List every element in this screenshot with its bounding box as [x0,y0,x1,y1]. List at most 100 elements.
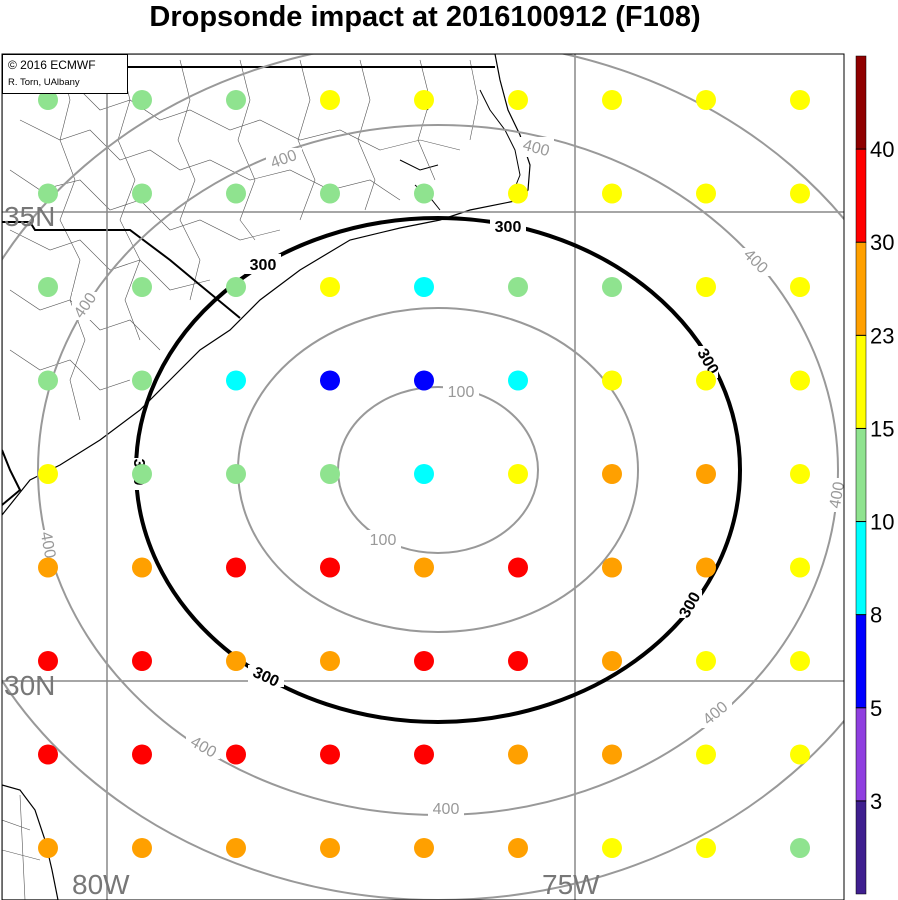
dropsonde-point [602,90,622,110]
credit-copyright: © 2016 ECMWF [8,58,96,72]
contour-label-400-left: 400 [37,530,58,559]
dropsonde-point [226,651,246,671]
dropsonde-point [320,370,340,391]
dropsonde-point [414,277,434,297]
dropsonde-point [508,183,528,204]
dropsonde-point [38,744,58,765]
lat-label-30n: 30N [4,670,55,701]
contour-label-400-bottom: 400 [433,801,460,818]
lon-label-75w: 75W [542,869,600,900]
credit-box: © 2016 ECMWF R. Torn, UAlbany [2,54,128,94]
dropsonde-point [790,744,810,765]
credit-author: R. Torn, UAlbany [8,77,80,88]
dropsonde-point [602,744,622,765]
dropsonde-point [508,838,528,858]
colorbar-label: 3 [870,789,882,814]
dropsonde-point [508,464,528,484]
dropsonde-point [790,183,810,204]
contour-label-100-top: 100 [448,384,475,401]
colorbar-label: 23 [870,323,894,348]
dropsonde-point [790,464,810,484]
dropsonde-point [132,277,152,297]
colorbar-segment [855,241,867,336]
dropsonde-point [132,370,152,391]
dropsonde-point [414,183,434,204]
dropsonde-point [414,464,434,484]
dropsonde-point [38,838,58,858]
map-title: Dropsonde impact at 2016100912 (F108) [149,1,701,33]
colorbar-segment [855,614,867,709]
dropsonde-point [696,183,716,204]
colorbar-segment [855,55,867,150]
dropsonde-point [414,744,434,765]
dropsonde-point [696,370,716,391]
dropsonde-point [132,744,152,765]
dropsonde-point [602,370,622,391]
dropsonde-point [790,557,810,578]
contour-label-400-right: 400 [827,480,848,509]
colorbar-segment [855,148,867,243]
dropsonde-point [132,464,152,484]
colorbar-label: 10 [870,510,894,535]
dropsonde-point [414,90,434,110]
dropsonde-point [602,464,622,484]
dropsonde-point [226,277,246,297]
contour-label-100-bottom: 100 [370,532,397,549]
dropsonde-point [38,183,58,204]
dropsonde-point [790,651,810,671]
dropsonde-point [320,90,340,110]
colorbar-label: 5 [870,696,882,721]
dropsonde-point [38,464,58,484]
colorbar-segment [855,428,867,522]
dropsonde-point [602,838,622,858]
dropsonde-point [226,183,246,204]
dropsonde-point [226,838,246,858]
dropsonde-point [226,90,246,110]
dropsonde-point [508,557,528,578]
dropsonde-point [226,464,246,484]
dropsonde-point [790,838,810,858]
dropsonde-point [790,277,810,297]
contour-label-300-top: 300 [495,219,522,236]
dropsonde-point [132,557,152,578]
dropsonde-point [602,651,622,671]
dropsonde-point [790,90,810,110]
dropsonde-point [508,744,528,765]
county-borders [9,59,479,421]
dropsonde-point [414,838,434,858]
dropsonde-point [38,557,58,578]
dropsonde-point [602,277,622,297]
dropsonde-point [602,557,622,578]
dropsonde-point [226,744,246,765]
dropsonde-point [320,838,340,858]
land-area [2,54,531,516]
colorbar-segment [855,335,867,429]
colorbar-label: 30 [870,230,894,255]
dropsonde-points [38,90,810,858]
dropsonde-point [696,90,716,110]
dropsonde-point [414,651,434,671]
contour-labels: 100 100 300 300 300 300 300 300 400 400 [36,137,848,818]
dropsonde-point [602,183,622,204]
dropsonde-point [696,744,716,765]
dropsonde-point [508,90,528,110]
contour-label-400-top-right: 400 [521,137,551,160]
dropsonde-point [508,370,528,391]
dropsonde-point [696,838,716,858]
colorbar-labels: 40 30 23 15 10 8 5 3 [870,137,894,814]
dropsonde-point [320,744,340,765]
dropsonde-point [696,557,716,578]
dropsonde-point [414,557,434,578]
dropsonde-point [38,370,58,391]
dropsonde-point [226,370,246,391]
contour-label-300-left-top: 300 [250,257,277,274]
dropsonde-point [696,651,716,671]
dropsonde-point [38,90,58,110]
colorbar-segments [855,55,867,895]
colorbar-label: 40 [870,137,894,162]
colorbar-label: 8 [870,603,882,628]
dropsonde-point [132,651,152,671]
dropsonde-point [320,557,340,578]
